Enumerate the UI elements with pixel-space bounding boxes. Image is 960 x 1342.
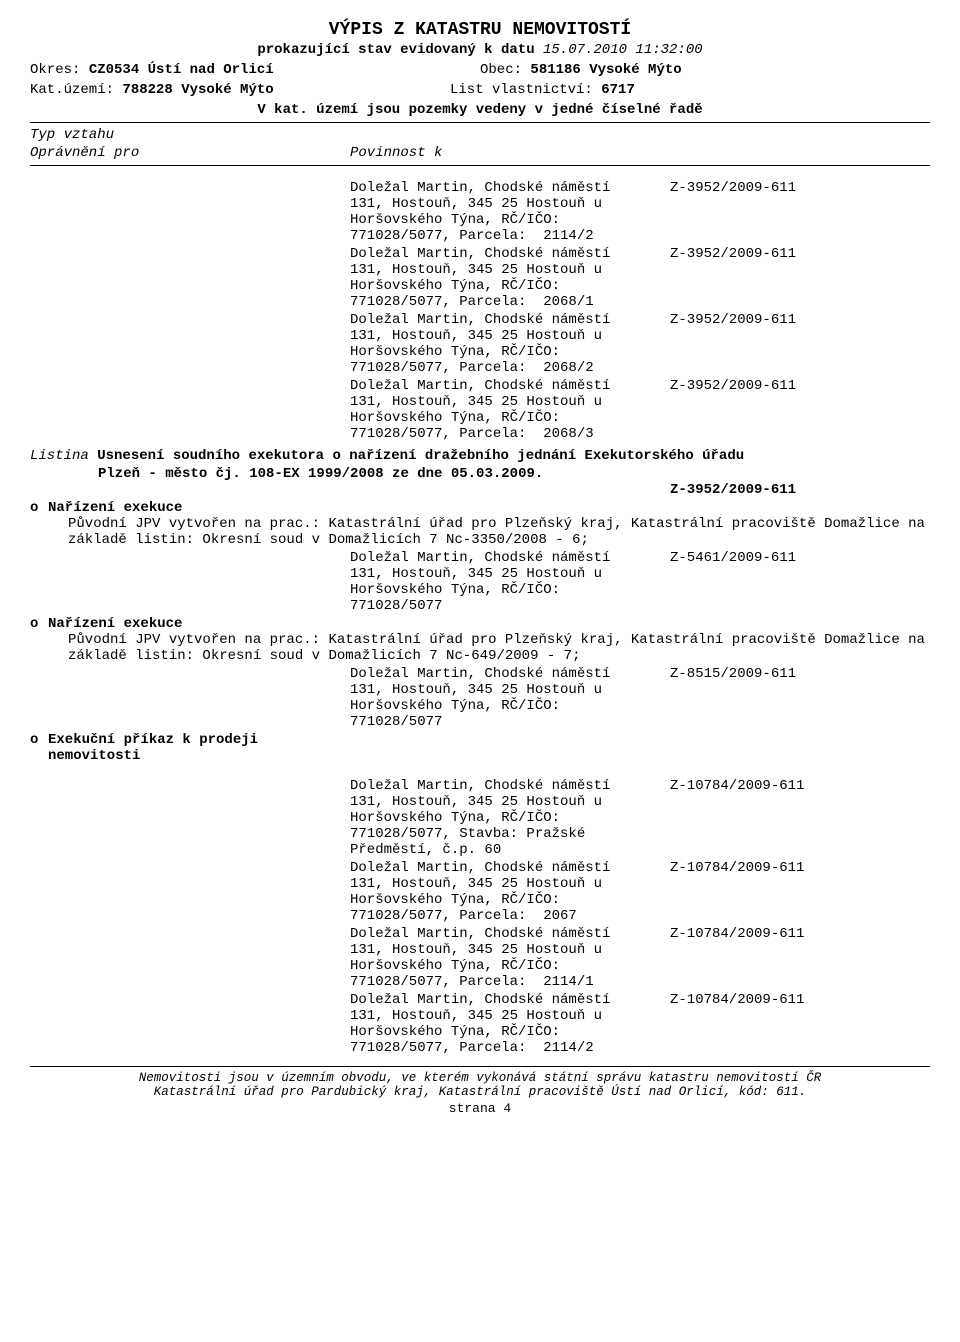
bullet2-title: Nařízení exekuce	[48, 616, 182, 632]
entry-text: Doležal Martin, Chodské náměstí 131, Hos…	[350, 312, 670, 376]
typ-vztahu-label: Typ vztahu	[30, 127, 930, 143]
bullet1-title: Nařízení exekuce	[48, 500, 182, 516]
entry-row: Doležal Martin, Chodské náměstí 131, Hos…	[350, 778, 930, 858]
entry-text: Doležal Martin, Chodské náměstí 131, Hos…	[350, 180, 670, 244]
opravneni-label: Oprávnění pro	[30, 145, 350, 161]
entry-ref: Z-8515/2009-611	[670, 666, 930, 730]
listina-line2: Plzeň - město čj. 108-EX 1999/2008 ze dn…	[98, 466, 930, 482]
okres-value: CZ0534 Ústí nad Orlicí	[89, 62, 274, 78]
divider	[30, 122, 930, 123]
entry-ref: Z-10784/2009-611	[670, 860, 930, 924]
bullet3-title: Exekuční příkaz k prodeji	[48, 732, 258, 748]
footer-line1: Nemovitosti jsou v územním obvodu, ve kt…	[30, 1071, 930, 1085]
bullet3-title2: nemovitosti	[48, 748, 930, 764]
page-subtitle: prokazující stav evidovaný k datu 15.07.…	[30, 42, 930, 58]
header-row-2: Kat.území: 788228 Vysoké Mýto List vlast…	[30, 82, 930, 98]
katuz-label: Kat.území:	[30, 82, 114, 98]
entry-text: Doležal Martin, Chodské náměstí 131, Hos…	[350, 860, 670, 924]
entry-text: Doležal Martin, Chodské náměstí 131, Hos…	[350, 666, 670, 730]
header-row-1: Okres: CZ0534 Ústí nad Orlicí Obec: 5811…	[30, 62, 930, 78]
page-number: strana 4	[30, 1101, 930, 1116]
entry-ref: Z-3952/2009-611	[670, 378, 930, 442]
entry-row: Doležal Martin, Chodské náměstí 131, Hos…	[350, 180, 930, 244]
bullet-mark: o	[30, 732, 48, 748]
listina-line1: Usnesení soudního exekutora o nařízení d…	[97, 448, 744, 464]
obec-label: Obec:	[480, 62, 522, 78]
section-labels: Oprávnění pro Povinnost k	[30, 145, 930, 161]
footer-line2: Katastrální úřad pro Pardubický kraj, Ka…	[30, 1085, 930, 1099]
lv-value: 6717	[601, 82, 635, 98]
entry-ref: Z-5461/2009-611	[670, 550, 930, 614]
listina-ref: Z-3952/2009-611	[670, 482, 930, 498]
subtitle-bold: prokazující stav evidovaný k datu	[257, 42, 534, 58]
entry-row: Doležal Martin, Chodské náměstí 131, Hos…	[350, 860, 930, 924]
entry-row: Doležal Martin, Chodské náměstí 131, Hos…	[350, 992, 930, 1056]
bullet-1: o Nařízení exekuce	[30, 500, 930, 516]
katuz-value: 788228 Vysoké Mýto	[122, 82, 273, 98]
povinnost-label: Povinnost k	[350, 145, 442, 161]
entry-row: Doležal Martin, Chodské náměstí 131, Hos…	[350, 666, 930, 730]
entry-text: Doležal Martin, Chodské náměstí 131, Hos…	[350, 550, 670, 614]
entry-row: Doležal Martin, Chodské náměstí 131, Hos…	[350, 926, 930, 990]
entry-ref: Z-3952/2009-611	[670, 246, 930, 310]
entry-ref: Z-10784/2009-611	[670, 926, 930, 990]
entry-ref: Z-10784/2009-611	[670, 992, 930, 1056]
entry-row: Doležal Martin, Chodské náměstí 131, Hos…	[350, 312, 930, 376]
entry-text: Doležal Martin, Chodské náměstí 131, Hos…	[350, 778, 670, 858]
entry-ref: Z-10784/2009-611	[670, 778, 930, 858]
page-title: VÝPIS Z KATASTRU NEMOVITOSTÍ	[30, 20, 930, 40]
entry-text: Doležal Martin, Chodské náměstí 131, Hos…	[350, 992, 670, 1056]
bullet-mark: o	[30, 500, 48, 516]
entry-row: Doležal Martin, Chodské náměstí 131, Hos…	[350, 246, 930, 310]
bullet-3: o Exekuční příkaz k prodeji	[30, 732, 930, 748]
subtitle-date: 15.07.2010 11:32:00	[543, 42, 703, 58]
footer: Nemovitosti jsou v územním obvodu, ve kt…	[30, 1066, 930, 1099]
entry-ref: Z-3952/2009-611	[670, 312, 930, 376]
divider-2	[30, 165, 930, 166]
bullet-mark: o	[30, 616, 48, 632]
bullet1-para: Původní JPV vytvořen na prac.: Katastrál…	[68, 516, 930, 548]
bullet2-para: Původní JPV vytvořen na prac.: Katastrál…	[68, 632, 930, 664]
okres-label: Okres:	[30, 62, 80, 78]
entry-row: Doležal Martin, Chodské náměstí 131, Hos…	[350, 550, 930, 614]
entry-row: Doležal Martin, Chodské náměstí 131, Hos…	[350, 378, 930, 442]
listina-prefix: Listina	[30, 448, 89, 464]
note-line: V kat. území jsou pozemky vedeny v jedné…	[30, 102, 930, 118]
obec-value: 581186 Vysoké Mýto	[530, 62, 681, 78]
entry-text: Doležal Martin, Chodské náměstí 131, Hos…	[350, 246, 670, 310]
bullet-2: o Nařízení exekuce	[30, 616, 930, 632]
entry-text: Doležal Martin, Chodské náměstí 131, Hos…	[350, 926, 670, 990]
listina-block: Listina Usnesení soudního exekutora o na…	[30, 448, 930, 464]
lv-label: List vlastnictví:	[450, 82, 593, 98]
entry-ref: Z-3952/2009-611	[670, 180, 930, 244]
entry-text: Doležal Martin, Chodské náměstí 131, Hos…	[350, 378, 670, 442]
